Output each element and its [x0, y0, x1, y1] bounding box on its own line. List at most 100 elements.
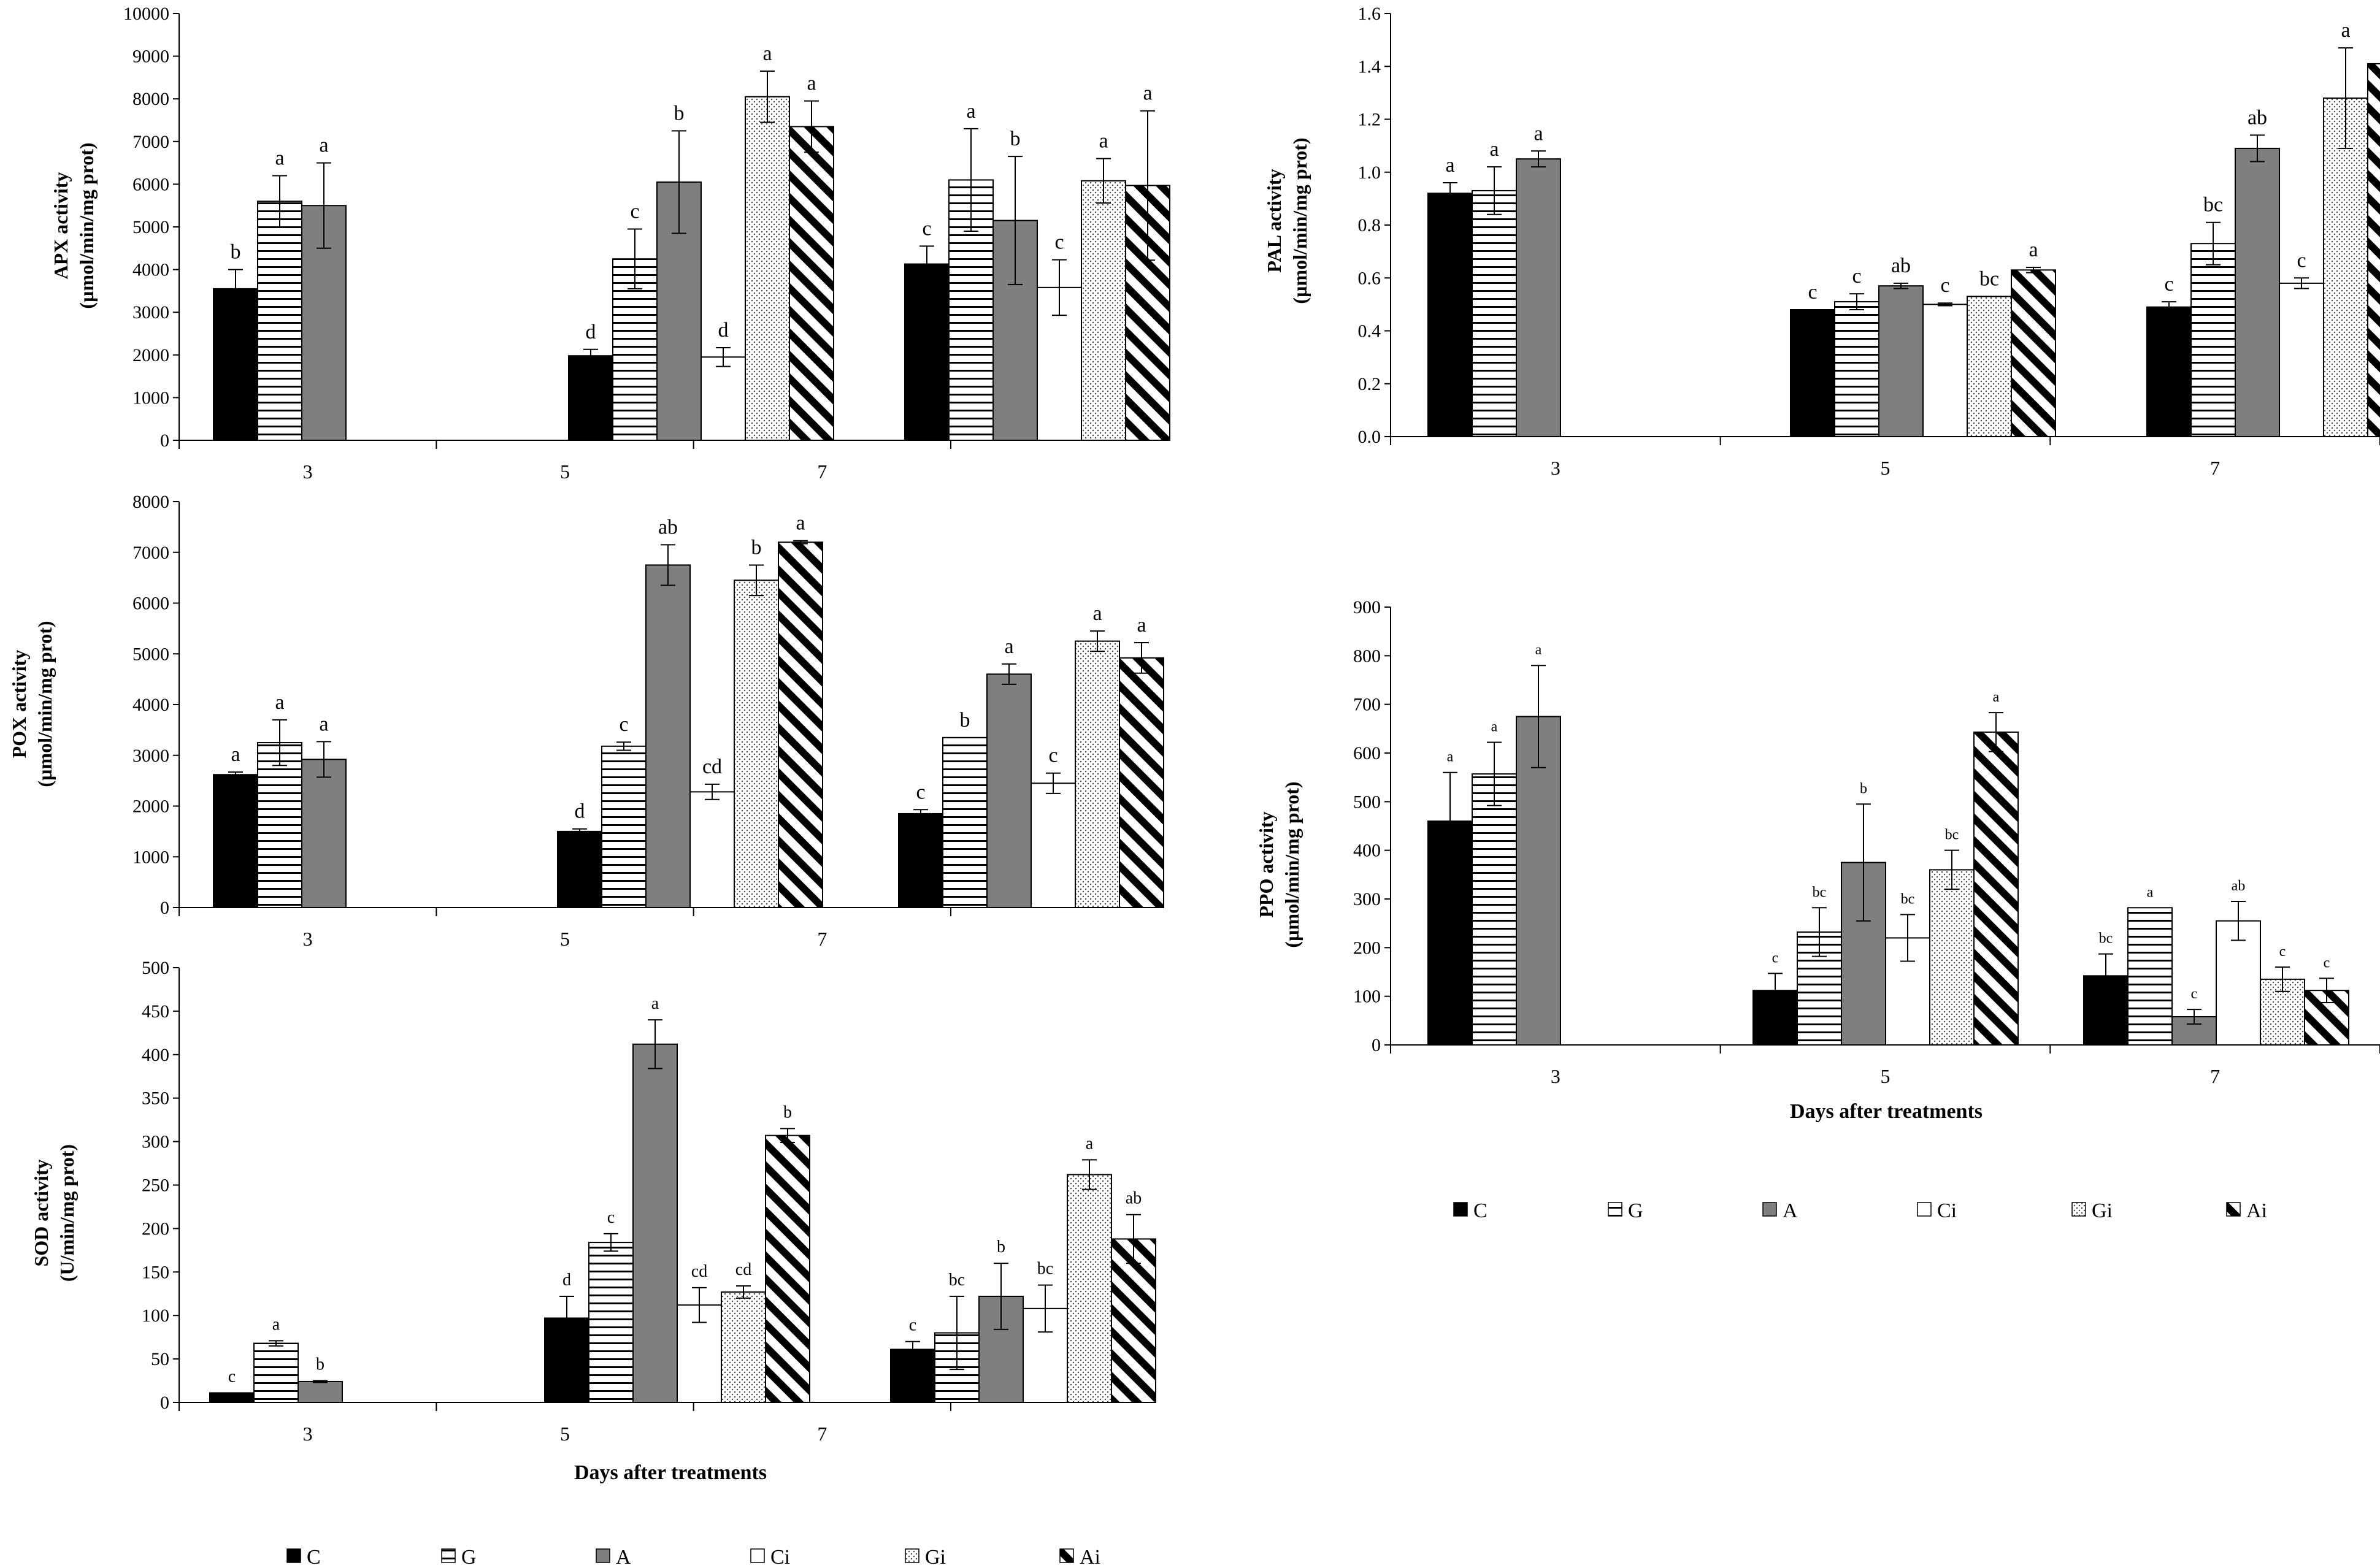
apx-y-tick-label: 5000 — [132, 217, 169, 237]
ppo-y-tick-label: 100 — [1353, 987, 1381, 1007]
sod-bar-a — [978, 1296, 1024, 1403]
apx-y-axis-title: APX activity (µmol/min/mg prot) — [50, 142, 98, 308]
ppo-y-tick-label: 500 — [1353, 792, 1381, 812]
pal-bar-g — [1472, 189, 1517, 437]
sod-ylabel-line1: SOD activity — [30, 1159, 52, 1266]
sod-panel: SOD activity (U/min/mg prot) 0 50 100 150 20… — [30, 958, 1156, 1484]
pox-significance-letter: b — [960, 709, 970, 732]
legend-swatch-c — [286, 1548, 301, 1563]
sod-y-axis-title: SOD activity (U/min/mg prot) — [30, 1144, 78, 1282]
apx-category-label: 5 — [560, 461, 570, 483]
sod-significance-letter: b — [997, 1237, 1005, 1256]
ppo-bar-g — [1472, 773, 1517, 1046]
pal-bar-c — [1427, 193, 1473, 437]
sod-y-tick-label: 450 — [142, 1001, 169, 1022]
pox-bar-c — [557, 830, 602, 908]
pal-significance-letter: c — [1808, 281, 1817, 304]
pox-y-tick-label: 5000 — [132, 644, 169, 664]
legend-right: C G A Ci Gi Ai — [1453, 1199, 2267, 1222]
pal-significance-letter: ab — [2248, 106, 2267, 129]
sod-category-label: 3 — [303, 1423, 313, 1445]
ppo-significance-letter: c — [1772, 950, 1779, 966]
apx-significance-letter: a — [319, 134, 328, 157]
apx-y-tick-label: 10000 — [123, 4, 169, 24]
apx-bar-gi — [1081, 180, 1126, 441]
ppo-significance-letter: ab — [2232, 878, 2246, 894]
apx-y-tick-label: 8000 — [132, 89, 169, 109]
legend-swatch-a — [596, 1548, 610, 1563]
legend-label-c: C — [1473, 1199, 1488, 1222]
legend-label-c: C — [307, 1546, 321, 1568]
apx-y-tick-label: 7000 — [132, 132, 169, 152]
ppo-category-label: 7 — [2210, 1065, 2220, 1087]
sod-y-tick-label: 150 — [142, 1262, 169, 1282]
apx-ylabel-line2: (µmol/min/mg prot) — [75, 142, 98, 308]
legend-label-gi: Gi — [2092, 1199, 2113, 1222]
pal-significance-letter: bc — [1979, 267, 1999, 290]
pal-category-label: 3 — [1551, 457, 1560, 479]
ppo-significance-letter: a — [1447, 749, 1454, 765]
legend-swatch-ai — [1059, 1548, 1074, 1563]
sod-bar-g — [253, 1342, 299, 1403]
pal-category-label: 7 — [2210, 457, 2220, 479]
apx-significance-letter: a — [807, 72, 816, 95]
legend-label-gi: Gi — [925, 1546, 946, 1568]
pal-y-tick-label: 0.8 — [1358, 215, 1381, 235]
ppo-bar-gi — [1929, 869, 1975, 1046]
pal-bar-ci — [1922, 304, 1968, 437]
pox-bar-g — [601, 745, 647, 908]
legend-swatch-g — [1608, 1202, 1622, 1217]
sod-significance-letter: a — [1086, 1134, 1094, 1153]
legend-label-ci: Ci — [1937, 1199, 1957, 1222]
pal-ylabel-line1: PAL activity — [1263, 169, 1285, 272]
ppo-significance-letter: b — [1860, 781, 1867, 797]
pox-ylabel-line1: POX activity — [8, 650, 30, 759]
pox-y-axis-title: POX activity (µmol/min/mg prot) — [8, 621, 56, 787]
sod-significance-letter: c — [909, 1316, 916, 1335]
pal-significance-letter: c — [1940, 274, 1949, 297]
pox-significance-letter: a — [1004, 635, 1013, 658]
pal-bar-c — [2146, 306, 2192, 437]
sod-significance-letter: b — [316, 1355, 324, 1374]
legend-swatch-gi — [905, 1548, 919, 1563]
pal-y-tick-label: 0.2 — [1358, 374, 1381, 394]
pox-category-label: 3 — [303, 928, 313, 950]
apx-significance-letter: c — [922, 217, 931, 240]
apx-significance-letter: b — [674, 102, 685, 124]
pox-significance-letter: b — [751, 536, 762, 559]
apx-y-tick-label: 2000 — [132, 345, 169, 365]
pal-bar-a — [1516, 158, 1561, 437]
ppo-panel: PPO activity (µmol/min/mg prot) 0 100 200 3… — [1255, 597, 2380, 1123]
legend-label-ai: Ai — [2246, 1199, 2267, 1222]
pox-bar-a — [645, 564, 691, 908]
apx-significance-letter: b — [231, 241, 241, 264]
pal-significance-letter: ab — [1891, 254, 1911, 277]
apx-significance-letter: d — [586, 321, 596, 343]
apx-bar-g — [257, 201, 302, 441]
pal-significance-letter: c — [2164, 273, 2173, 296]
sod-bar-c — [890, 1348, 935, 1403]
ppo-significance-letter: a — [1535, 642, 1542, 658]
apx-bar-ci — [701, 356, 746, 442]
pox-significance-letter: c — [1048, 744, 1058, 767]
sod-significance-letter: c — [228, 1367, 236, 1386]
apx-y-tick-label: 4000 — [132, 260, 169, 280]
apx-panel: APX activity (µmol/min/mg prot) 0 1000 200… — [50, 4, 1170, 483]
apx-category-label: 3 — [303, 461, 313, 483]
sod-y-tick-label: 300 — [142, 1132, 169, 1152]
apx-plot-area: 0 1000 2000 3000 4000 5000 6000 7000 8000 9000 100… — [123, 4, 1170, 483]
ppo-y-tick-label: 400 — [1353, 841, 1381, 861]
apx-bar-c — [213, 288, 258, 442]
pal-bar-ai — [2011, 269, 2056, 437]
sod-bar-c — [209, 1392, 255, 1404]
ppo-significance-letter: bc — [1945, 827, 1959, 843]
sod-y-tick-label: 200 — [142, 1218, 169, 1239]
sod-significance-letter: b — [783, 1103, 792, 1122]
pal-bar-ci — [2279, 282, 2324, 437]
pal-bar-g — [2190, 243, 2236, 437]
sod-significance-letter: bc — [949, 1271, 965, 1290]
pox-bar-ci — [1031, 782, 1076, 908]
